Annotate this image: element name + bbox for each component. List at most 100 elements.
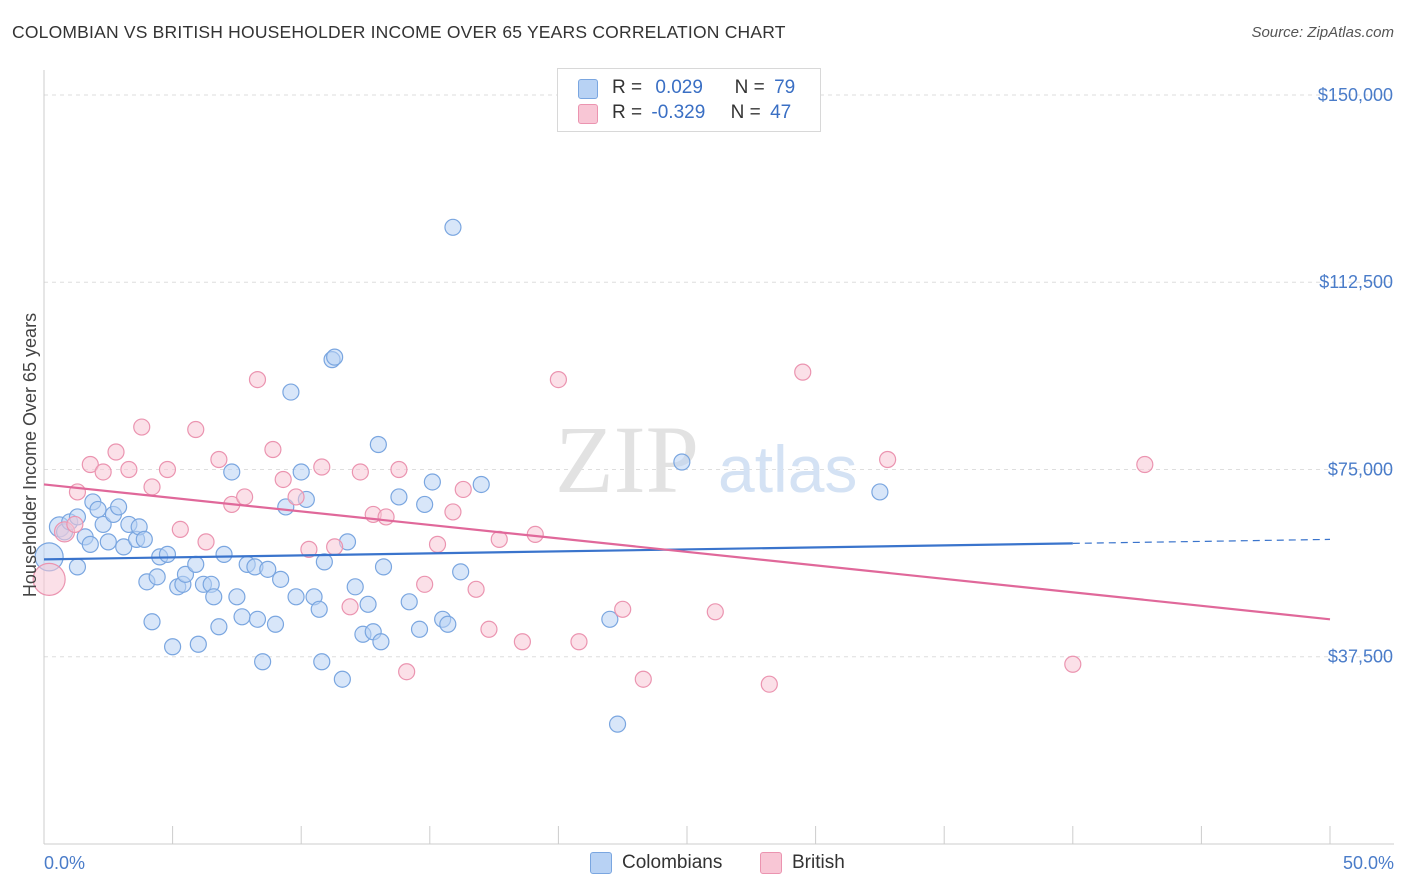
data-point bbox=[472, 475, 490, 494]
data-point bbox=[266, 615, 285, 633]
data-point bbox=[315, 553, 333, 571]
data-point bbox=[359, 595, 377, 613]
chart-title: COLOMBIAN VS BRITISH HOUSEHOLDER INCOME … bbox=[12, 22, 786, 42]
data-point bbox=[94, 515, 112, 534]
data-point bbox=[158, 460, 177, 479]
legend: R = 0.029 N = 79 R = -0.329 N = 47 bbox=[557, 68, 821, 132]
data-point bbox=[760, 675, 778, 693]
legend-n-label: N = bbox=[730, 102, 761, 123]
data-point bbox=[99, 533, 117, 551]
data-point bbox=[416, 495, 434, 514]
data-point bbox=[94, 463, 112, 481]
legend-n-value: 47 bbox=[770, 102, 792, 123]
data-point bbox=[287, 588, 305, 606]
data-point bbox=[634, 670, 652, 688]
data-point bbox=[107, 443, 125, 461]
data-point bbox=[549, 371, 568, 389]
data-point bbox=[259, 560, 277, 578]
data-point bbox=[410, 620, 429, 638]
x-tick-label-1: 50.0% bbox=[1343, 853, 1394, 873]
legend-swatch-colombians bbox=[578, 79, 598, 99]
legend-r-label: R = bbox=[612, 102, 643, 123]
y-tick-label-0: $150,000 bbox=[1318, 85, 1393, 105]
y-axis-label: Householder Income Over 65 years bbox=[20, 313, 40, 597]
data-point bbox=[205, 588, 223, 606]
watermark: ZIP atlas bbox=[555, 406, 857, 513]
data-point bbox=[143, 613, 161, 631]
y-tick-label-3: $37,500 bbox=[1328, 647, 1393, 667]
series-1 bbox=[32, 363, 1154, 693]
data-point bbox=[374, 558, 393, 576]
trend-lines bbox=[43, 483, 1331, 621]
data-point bbox=[346, 578, 364, 596]
data-point bbox=[467, 580, 485, 598]
data-point bbox=[1064, 655, 1082, 673]
tick-labels: $150,000 $112,500 $75,000 $37,500 0.0% 50.0% bbox=[44, 85, 1394, 873]
data-point bbox=[454, 480, 472, 499]
bottom-swatch-colombians bbox=[590, 852, 612, 874]
data-point bbox=[248, 371, 267, 389]
legend-r-value: 0.029 bbox=[655, 77, 703, 98]
legend-n-label: N = bbox=[734, 77, 765, 98]
bottom-swatch-british bbox=[760, 852, 782, 874]
data-point bbox=[287, 488, 305, 506]
data-point bbox=[272, 570, 290, 588]
data-point bbox=[377, 508, 395, 526]
data-point bbox=[215, 545, 233, 563]
data-point bbox=[210, 450, 228, 469]
y-tick-label-1: $112,500 bbox=[1319, 272, 1393, 292]
data-point bbox=[300, 540, 318, 558]
data-point bbox=[428, 535, 447, 553]
data-point bbox=[310, 600, 328, 618]
y-tick-label-2: $75,000 bbox=[1328, 459, 1393, 479]
data-point bbox=[274, 470, 292, 489]
data-point bbox=[148, 568, 166, 586]
data-point bbox=[66, 515, 84, 534]
data-point bbox=[233, 608, 251, 626]
data-point bbox=[171, 520, 189, 539]
data-point bbox=[313, 653, 331, 671]
data-point bbox=[187, 420, 205, 439]
data-point bbox=[513, 633, 531, 651]
data-point bbox=[264, 440, 282, 459]
source-label: Source: ZipAtlas.com bbox=[1251, 24, 1394, 41]
data-point bbox=[351, 463, 369, 481]
data-point bbox=[333, 670, 351, 688]
data-point bbox=[601, 610, 619, 628]
series-0 bbox=[34, 218, 889, 733]
data-points bbox=[32, 218, 1154, 733]
trend-line-0 bbox=[43, 542, 1073, 561]
data-point bbox=[189, 635, 207, 653]
data-point bbox=[292, 463, 310, 481]
data-point bbox=[794, 363, 812, 381]
data-point bbox=[120, 460, 138, 479]
trend-line-1 bbox=[43, 483, 1331, 621]
data-point bbox=[143, 478, 161, 496]
data-point bbox=[313, 458, 331, 476]
data-point bbox=[369, 435, 387, 454]
legend-n-value: 79 bbox=[774, 77, 796, 98]
legend-r-label: R = bbox=[612, 77, 643, 98]
legend-r-value: -0.329 bbox=[651, 102, 706, 123]
data-point bbox=[68, 558, 87, 576]
data-point bbox=[480, 620, 498, 638]
data-point bbox=[89, 500, 107, 519]
data-point bbox=[326, 348, 344, 366]
data-point bbox=[81, 455, 99, 474]
data-point bbox=[444, 218, 462, 236]
axes bbox=[43, 70, 1394, 845]
legend-swatch-british bbox=[578, 104, 598, 124]
bottom-legend-label: British bbox=[792, 852, 845, 873]
data-point bbox=[109, 498, 128, 516]
data-point bbox=[326, 538, 344, 556]
data-point bbox=[570, 633, 588, 651]
data-point bbox=[158, 545, 177, 563]
data-point bbox=[236, 488, 254, 506]
data-point bbox=[444, 503, 462, 521]
watermark-atlas: atlas bbox=[718, 432, 857, 506]
data-point bbox=[135, 530, 153, 548]
data-point bbox=[614, 600, 632, 618]
data-point bbox=[400, 593, 418, 611]
data-point bbox=[341, 598, 359, 616]
